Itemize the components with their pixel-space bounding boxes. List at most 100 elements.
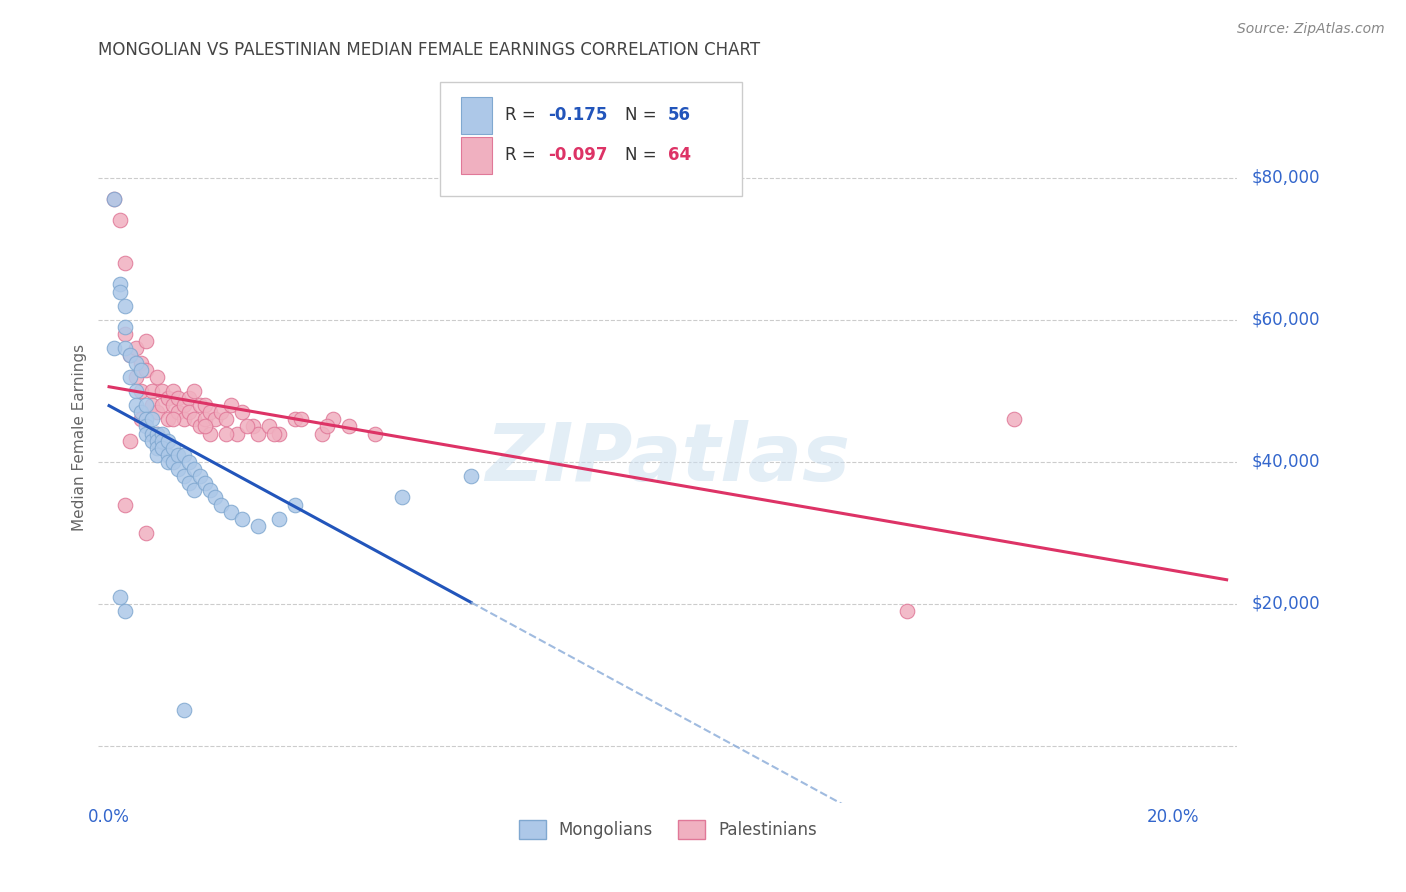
Point [391,491,413,505]
Point [129,355,152,369]
Point [129,362,152,376]
Point [896,604,918,618]
Point [247,426,270,441]
Point [150,426,173,441]
Point [162,412,184,426]
Point [167,462,190,476]
Point [236,419,259,434]
Point [124,355,146,369]
Point [135,419,157,434]
Point [209,498,232,512]
Point [194,412,217,426]
Point [173,469,195,483]
Point [108,285,131,299]
Point [1002,412,1025,426]
Point [114,299,136,313]
Point [183,462,205,476]
Legend: Mongolians, Palestinians: Mongolians, Palestinians [512,814,824,846]
Point [103,341,125,355]
Text: $20,000: $20,000 [1251,595,1320,613]
Text: Source: ZipAtlas.com: Source: ZipAtlas.com [1237,22,1385,37]
Point [124,398,146,412]
Point [198,483,221,498]
Point [135,412,157,426]
Point [146,369,169,384]
Text: 56: 56 [668,106,690,124]
Point [150,398,173,412]
Text: R =: R = [505,106,541,124]
Point [108,590,131,604]
Point [167,448,190,462]
Point [183,483,205,498]
FancyBboxPatch shape [440,82,742,195]
Point [129,405,152,419]
Point [177,391,200,405]
Point [146,441,169,455]
Point [221,505,243,519]
Point [114,256,136,270]
Point [194,398,217,412]
Point [120,348,142,362]
Text: $40,000: $40,000 [1251,453,1320,471]
Point [141,384,163,398]
Point [103,192,125,206]
Point [225,426,247,441]
Point [120,348,142,362]
Point [177,455,200,469]
Text: ZIPatlas: ZIPatlas [485,420,851,498]
Point [141,412,163,426]
Text: R =: R = [505,146,541,164]
Point [198,405,221,419]
Point [183,412,205,426]
FancyBboxPatch shape [461,137,492,174]
Point [204,412,226,426]
Point [135,525,157,540]
Point [162,398,184,412]
Point [146,426,169,441]
Point [114,498,136,512]
Point [141,398,163,412]
Point [167,405,190,419]
Point [162,384,184,398]
Point [364,426,387,441]
Point [173,412,195,426]
Point [108,213,131,227]
Point [177,476,200,491]
Point [146,405,169,419]
Point [188,398,211,412]
Point [114,327,136,342]
Point [129,412,152,426]
Point [114,341,136,355]
Point [167,391,190,405]
Point [173,398,195,412]
Text: N =: N = [624,146,661,164]
Point [135,362,157,376]
Point [156,434,179,448]
FancyBboxPatch shape [461,97,492,134]
Point [460,469,482,483]
Point [135,398,157,412]
Text: -0.175: -0.175 [548,106,607,124]
Point [141,426,163,441]
Point [188,419,211,434]
Point [135,334,157,349]
Point [120,369,142,384]
Point [150,384,173,398]
Point [173,704,195,718]
Text: $80,000: $80,000 [1251,169,1320,187]
Point [156,455,179,469]
Point [269,512,291,526]
Point [311,426,333,441]
Point [316,419,339,434]
Point [183,384,205,398]
Point [162,455,184,469]
Text: 64: 64 [668,146,690,164]
Point [247,519,270,533]
Point [108,277,131,292]
Point [156,448,179,462]
Point [322,412,344,426]
Point [263,426,285,441]
Point [269,426,291,441]
Point [284,412,307,426]
Point [257,419,280,434]
